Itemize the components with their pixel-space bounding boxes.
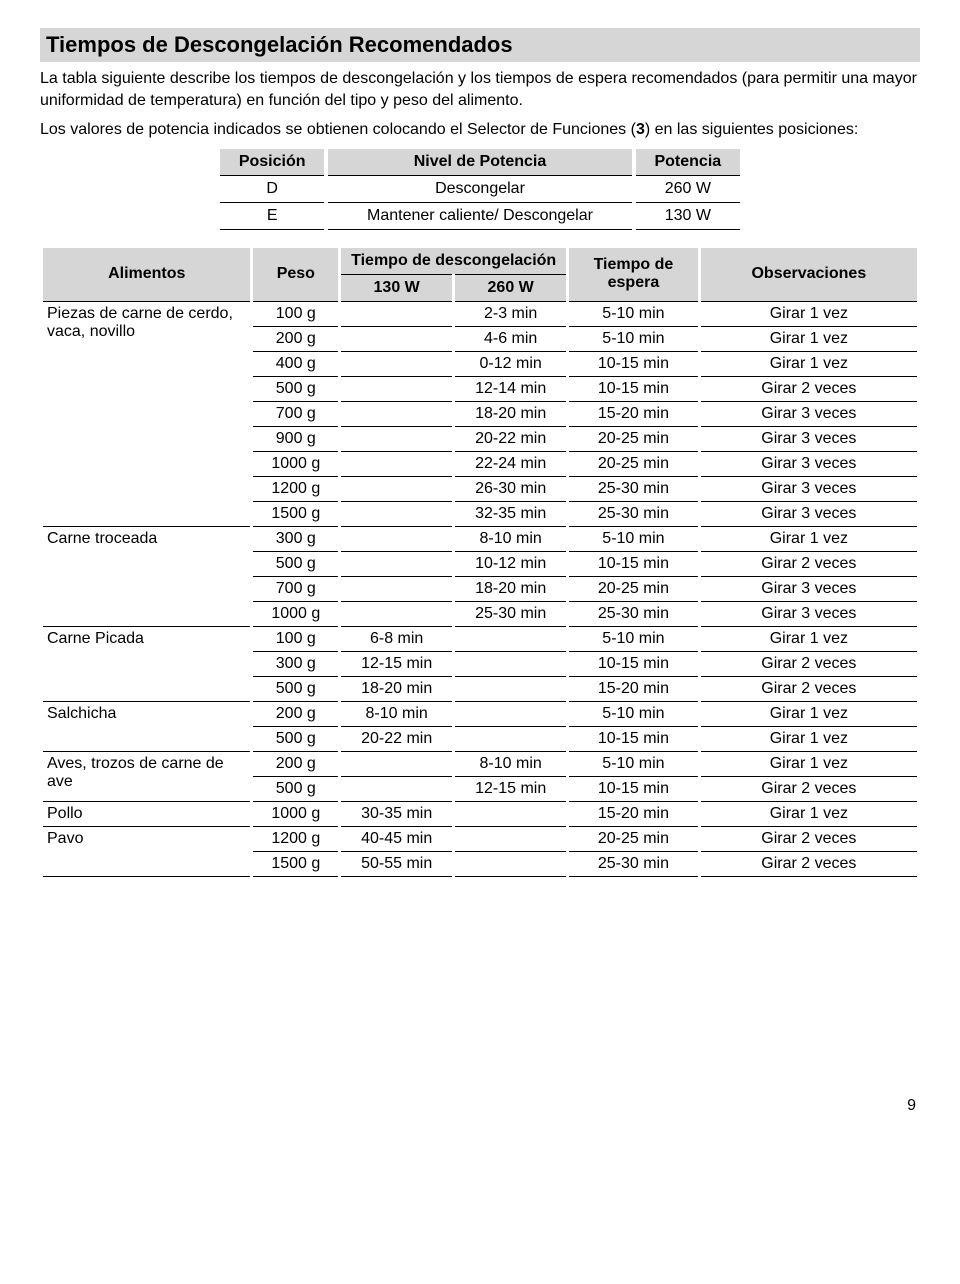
defrost-header-weight: Peso — [252, 248, 340, 302]
defrost-header-260w: 260 W — [454, 274, 568, 301]
defrost-header-130w: 130 W — [340, 274, 454, 301]
intro-paragraph-2: Los valores de potencia indicados se obt… — [40, 119, 920, 141]
table-row: Carne Picada100 g6-8 min5-10 minGirar 1 … — [42, 626, 919, 651]
defrost-header-food: Alimentos — [42, 248, 252, 302]
table-row: Carne troceada300 g8-10 min5-10 minGirar… — [42, 526, 919, 551]
defrost-header-obs: Observaciones — [699, 248, 918, 302]
table-row: EMantener caliente/ Descongelar130 W — [218, 202, 742, 229]
intro-paragraph-1: La tabla siguiente describe los tiempos … — [40, 68, 920, 111]
table-row: Piezas de carne de cerdo, vaca, novillo1… — [42, 301, 919, 326]
power-header-level: Nivel de Potencia — [326, 149, 633, 176]
table-row: DDescongelar260 W — [218, 175, 742, 202]
table-row: Pollo1000 g30-35 min15-20 minGirar 1 vez — [42, 801, 919, 826]
power-level-table: Posición Nivel de Potencia Potencia DDes… — [216, 149, 744, 230]
power-header-position: Posición — [218, 149, 326, 176]
table-row: Pavo1200 g40-45 min20-25 minGirar 2 vece… — [42, 826, 919, 851]
table-row: Aves, trozos de carne de ave200 g8-10 mi… — [42, 751, 919, 776]
defrost-header-thaw: Tiempo de descongelación — [340, 248, 568, 275]
page-title: Tiempos de Descongelación Recomendados — [40, 28, 920, 62]
defrost-header-wait: Tiempo de espera — [568, 248, 700, 302]
table-row: Salchicha200 g8-10 min5-10 minGirar 1 ve… — [42, 701, 919, 726]
defrost-times-table: Alimentos Peso Tiempo de descongelación … — [40, 248, 920, 877]
power-header-power: Potencia — [634, 149, 742, 176]
page-number: 9 — [40, 1097, 920, 1115]
